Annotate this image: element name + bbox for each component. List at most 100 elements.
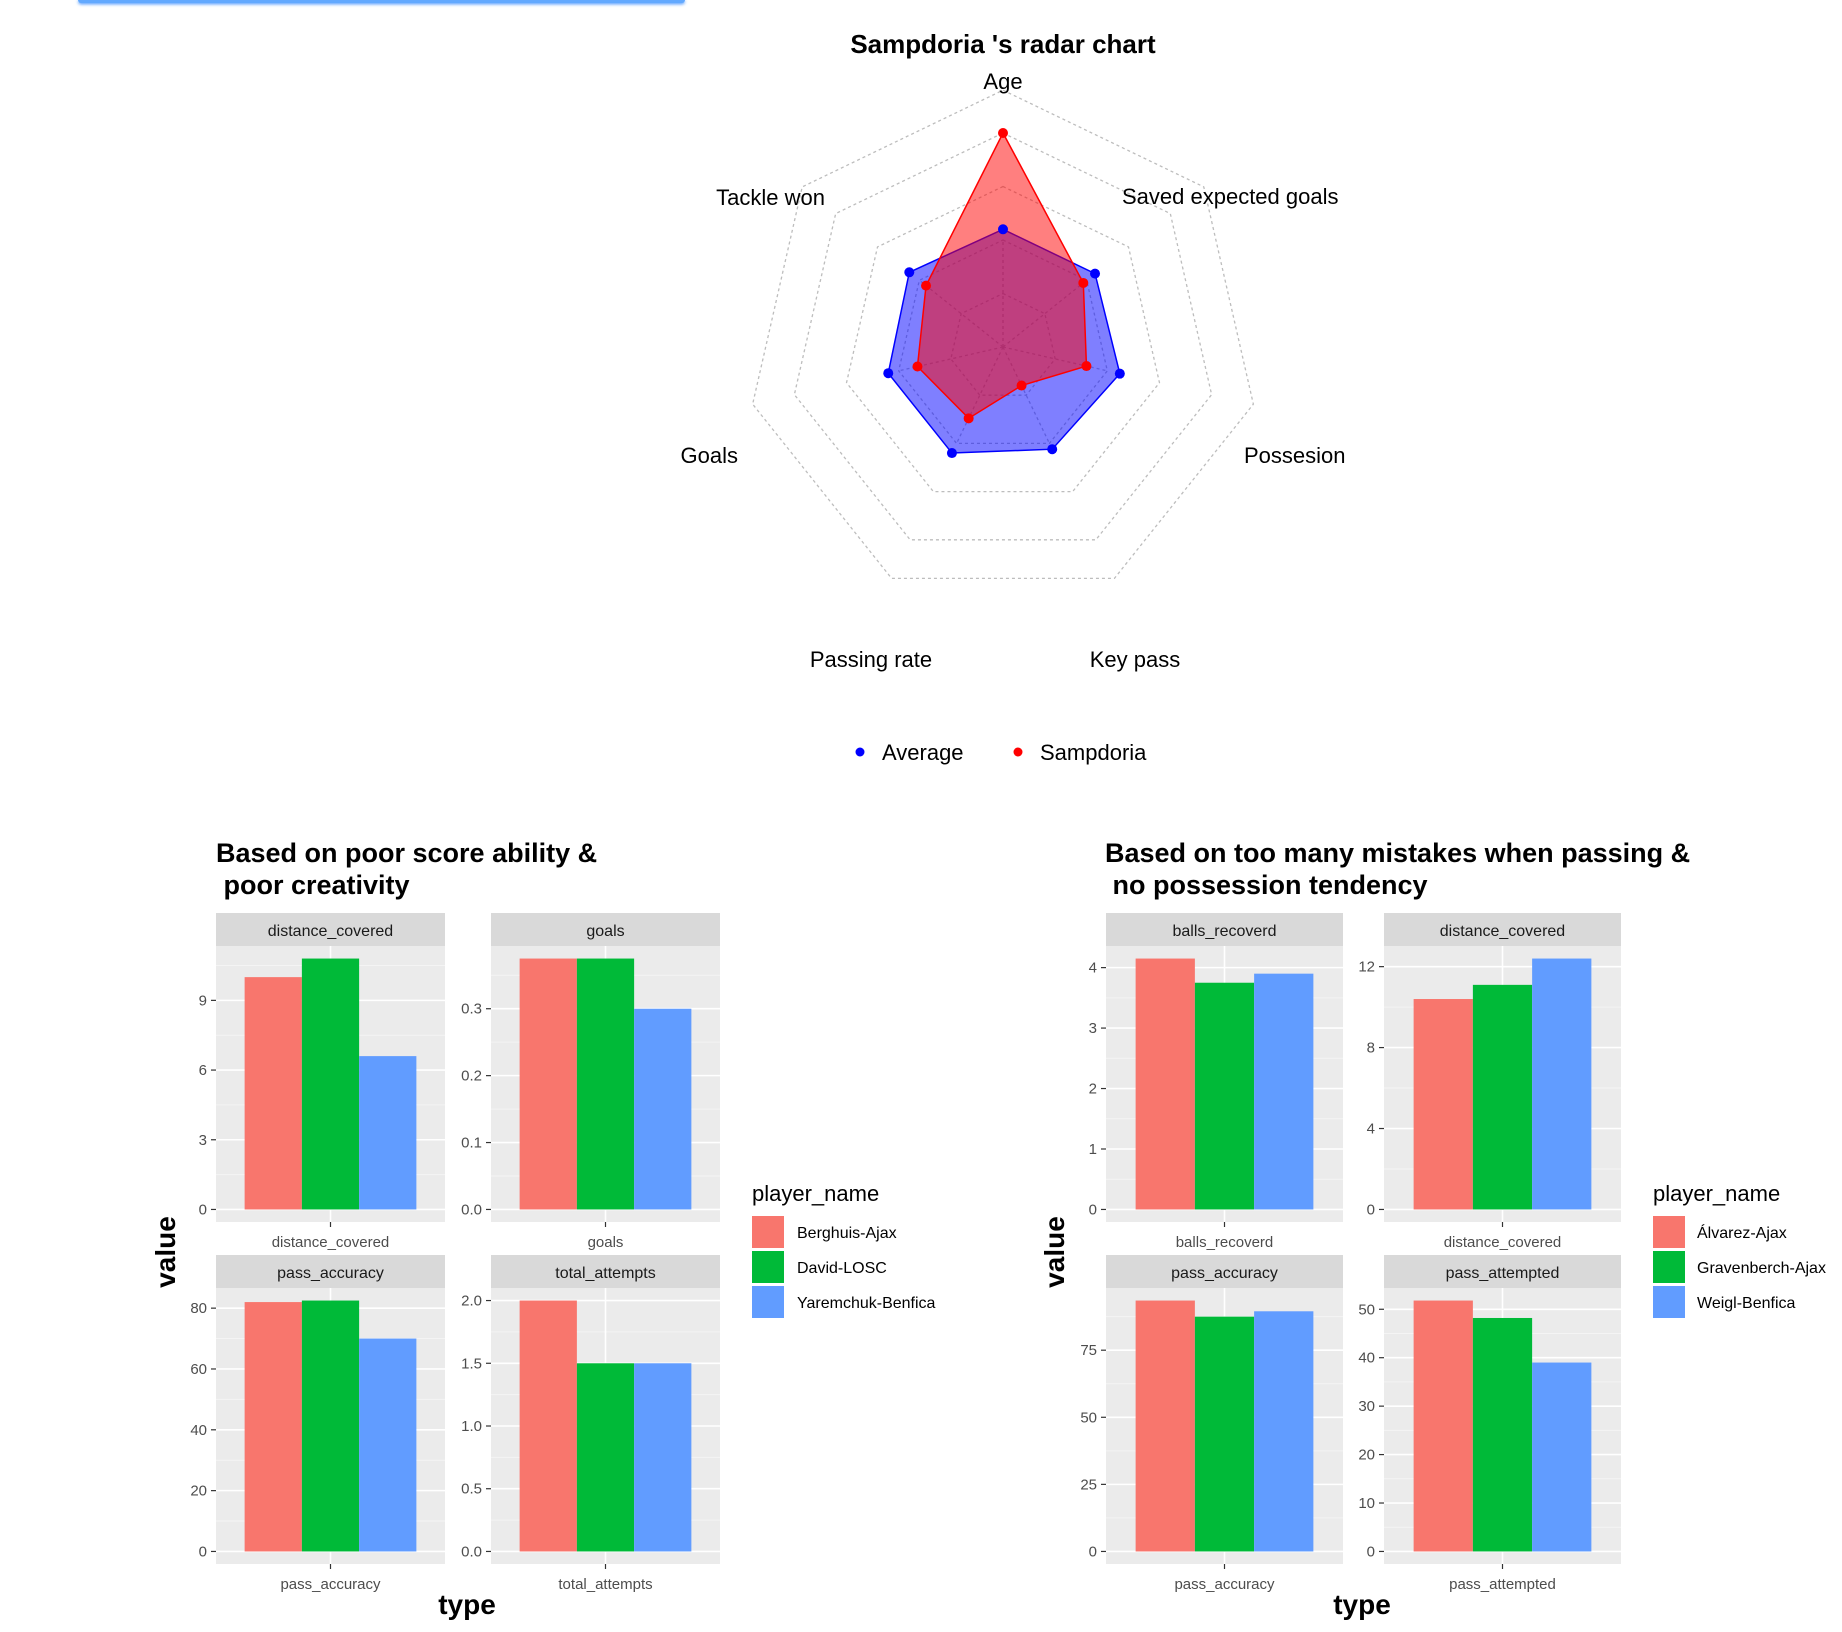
legend-key-swatch xyxy=(1653,1251,1685,1283)
facet-strip xyxy=(491,1255,720,1288)
x-tick-label: pass_accuracy xyxy=(280,1576,381,1593)
facet-goals: goals 0.0 0.1 0.2 0.3 goals xyxy=(461,913,720,1251)
facet-balls-recoverd: balls_recoverd 0 1 2 3 4 balls_recoverd xyxy=(1089,913,1343,1251)
bar-weigl-benfica xyxy=(1254,1311,1314,1552)
radar-axis-label-tackle-won: Tackle won xyxy=(716,185,825,210)
y-tick-label: 50 xyxy=(1358,1301,1375,1318)
facet-distance-covered: distance_covered 0 3 6 9 distance_covered xyxy=(199,913,445,1251)
facet-strip xyxy=(491,913,720,946)
x-tick-label: pass_accuracy xyxy=(1174,1576,1275,1593)
bar-david-losc xyxy=(576,958,635,1210)
x-tick-label: balls_recoverd xyxy=(1176,1234,1274,1251)
y-tick-label: 60 xyxy=(190,1361,207,1378)
radar-point-average xyxy=(904,267,915,278)
y-tick-label: 25 xyxy=(1080,1476,1097,1493)
y-tick-label: 20 xyxy=(190,1483,207,1500)
bar-weigl-benfica xyxy=(1532,1362,1592,1552)
facet-grid: balls_recoverd01234balls_recoverddistanc… xyxy=(1080,913,1621,1593)
bar-berghuis-ajax xyxy=(519,958,577,1210)
facet-pass-accuracy: pass_accuracy 0 20 40 60 80 pass_accuracy xyxy=(190,1255,445,1593)
radar-point-average xyxy=(998,224,1008,235)
y-tick-label: 10 xyxy=(1358,1495,1375,1512)
radar-axis-label-key-pass: Key pass xyxy=(1090,647,1181,672)
bar-yaremchuk-benfica xyxy=(359,1338,417,1552)
bar-weigl-benfica xyxy=(1254,973,1314,1210)
radar-point-average xyxy=(1047,444,1058,455)
bar--lvarez-ajax xyxy=(1413,1300,1473,1552)
y-tick-label: 50 xyxy=(1080,1409,1097,1426)
y-tick-label: 0.2 xyxy=(461,1068,482,1085)
y-tick-label: 1 xyxy=(1089,1141,1097,1158)
facet-strip xyxy=(1106,1255,1343,1288)
bar-weigl-benfica xyxy=(1532,958,1592,1210)
y-tick-label: 0.1 xyxy=(461,1135,482,1152)
y-tick-label: 2 xyxy=(1089,1081,1097,1098)
legend-entry-label: Álvarez-Ajax xyxy=(1697,1223,1787,1242)
bar-david-losc xyxy=(301,1300,360,1552)
legend-entry-label: Yaremchuk-Benfica xyxy=(797,1295,936,1312)
bar-gravenberch-ajax xyxy=(1194,1316,1255,1552)
radar-point-average xyxy=(883,368,894,379)
facet-strip xyxy=(216,913,445,946)
radar-grid-ring xyxy=(845,185,1161,493)
legend-entry-label: Berghuis-Ajax xyxy=(797,1225,897,1242)
y-tick-label: 3 xyxy=(199,1132,207,1149)
x-axis-title: type xyxy=(1333,1589,1391,1620)
y-tick-label: 75 xyxy=(1080,1342,1097,1359)
y-tick-label: 0 xyxy=(1367,1543,1375,1560)
bar-david-losc xyxy=(301,958,360,1210)
radar-point-sampdoria xyxy=(1078,277,1089,288)
y-axis-title: value xyxy=(150,1216,181,1288)
facet-strip-label: pass_attempted xyxy=(1446,1265,1560,1282)
bar--lvarez-ajax xyxy=(1135,958,1195,1210)
bar--lvarez-ajax xyxy=(1413,999,1473,1210)
x-tick-label: distance_covered xyxy=(272,1234,390,1251)
bar-gravenberch-ajax xyxy=(1194,982,1255,1210)
radar-title: Sampdoria 's radar chart xyxy=(850,29,1156,59)
y-tick-label: 0 xyxy=(1089,1543,1097,1560)
legend-title: player_name xyxy=(1653,1181,1780,1206)
legend-label-sampdoria: Sampdoria xyxy=(1040,740,1147,765)
legend-entry-label: David-LOSC xyxy=(797,1260,887,1277)
y-tick-label: 0.0 xyxy=(461,1543,482,1560)
facet-strip xyxy=(1384,1255,1621,1288)
y-axis-title: value xyxy=(1039,1216,1070,1288)
facet-strip-label: total_attempts xyxy=(555,1265,656,1282)
panel-title-line-2: poor creativity xyxy=(216,870,410,900)
facet-strip xyxy=(1384,913,1621,946)
top-edge-strip xyxy=(78,0,685,3)
facet-strip-label: goals xyxy=(586,923,624,940)
legend-title: player_name xyxy=(752,1181,879,1206)
y-tick-label: 1.5 xyxy=(461,1355,482,1372)
facet-strip-label: distance_covered xyxy=(268,923,393,940)
panel-title-line-1: Based on poor score ability & xyxy=(216,838,597,868)
bar-berghuis-ajax xyxy=(244,977,302,1210)
bar-panel-scoring: Based on poor score ability & poor creat… xyxy=(150,838,936,1620)
legend-key-average xyxy=(855,747,865,757)
bar-panel-passing: Based on too many mistakes when passing … xyxy=(1039,838,1826,1620)
bar-berghuis-ajax xyxy=(519,1300,577,1552)
radar-point-sampdoria xyxy=(912,361,923,372)
radar-point-average xyxy=(946,448,957,459)
y-tick-label: 0 xyxy=(1089,1201,1097,1218)
panel-title-line-2: no possession tendency xyxy=(1105,870,1428,900)
legend-entry-label: Gravenberch-Ajax xyxy=(1697,1260,1826,1277)
y-tick-label: 40 xyxy=(190,1422,207,1439)
y-tick-label: 0.5 xyxy=(461,1481,482,1498)
radar-series xyxy=(883,128,1125,459)
y-tick-label: 30 xyxy=(1358,1398,1375,1415)
y-tick-label: 20 xyxy=(1358,1447,1375,1464)
bar-berghuis-ajax xyxy=(244,1302,302,1552)
legend-key-sampdoria xyxy=(1013,747,1023,757)
radar-axis-label-goals: Goals xyxy=(681,443,738,468)
radar-axis-label-possesion: Possesion xyxy=(1244,443,1346,468)
bar-gravenberch-ajax xyxy=(1472,1317,1533,1552)
facet-strip xyxy=(1106,913,1343,946)
radar-point-sampdoria xyxy=(1081,361,1092,372)
radar-axis-label-saved-expected-goals: Saved expected goals xyxy=(1122,184,1339,209)
y-tick-label: 80 xyxy=(190,1300,207,1317)
facet-pass-accuracy: pass_accuracy 0 25 50 75 pass_accuracy xyxy=(1080,1255,1343,1593)
radar-point-sampdoria xyxy=(921,280,932,291)
legend-entry-label: Weigl-Benfica xyxy=(1697,1295,1796,1312)
